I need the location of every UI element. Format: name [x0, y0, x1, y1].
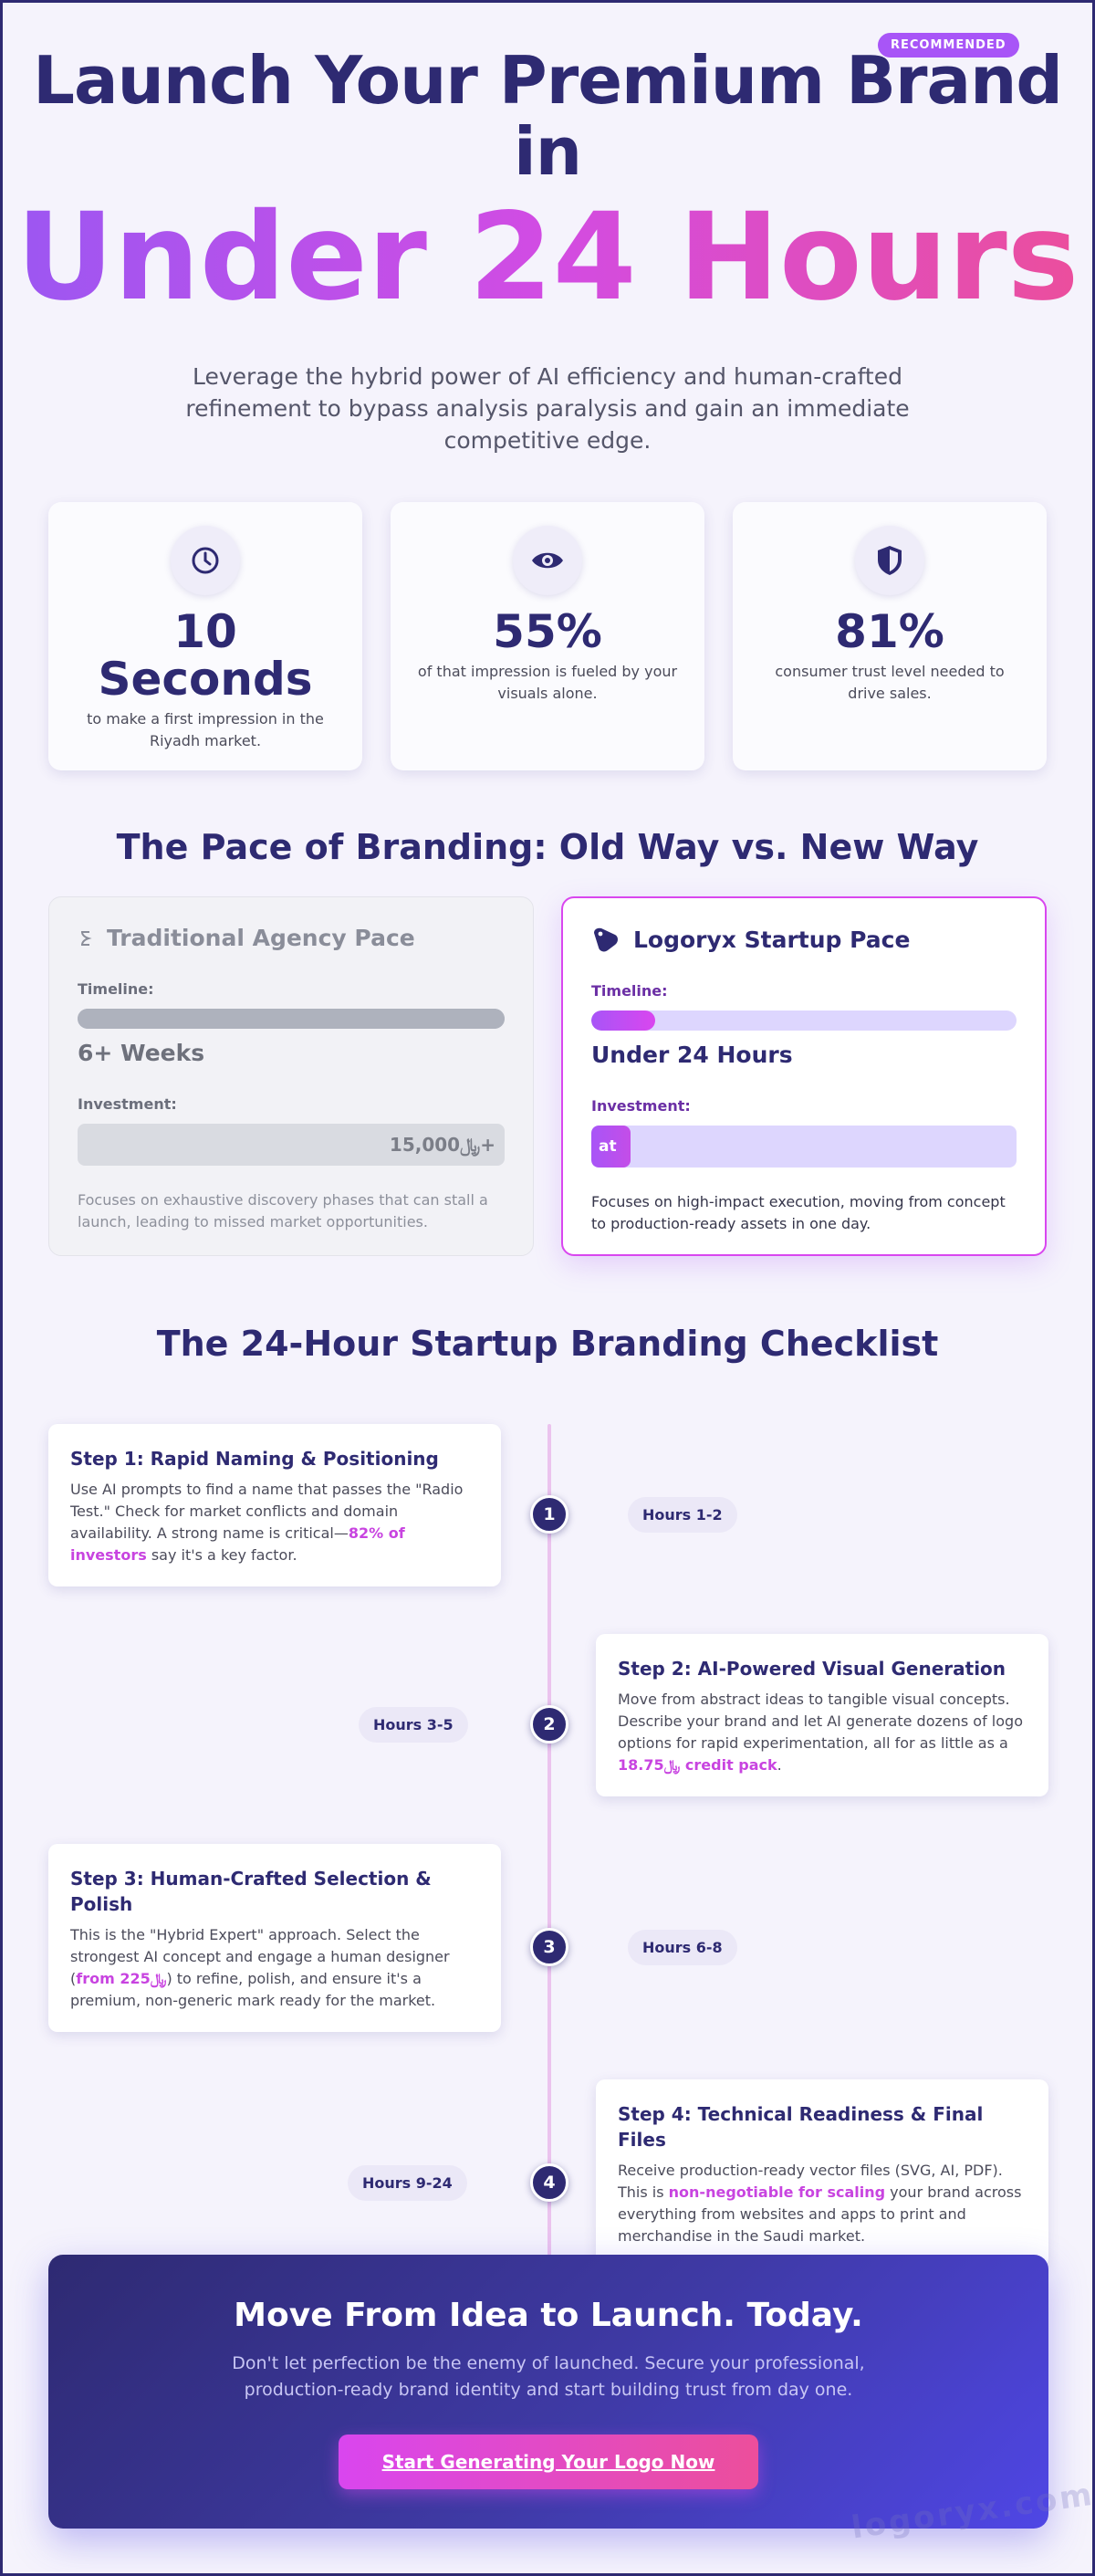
step-number-4: 4: [530, 2163, 568, 2202]
step-number-2: 2: [530, 1705, 568, 1744]
shield-icon: [855, 526, 924, 595]
step-text: Receive production-ready vector files (S…: [618, 2162, 1022, 2245]
step-hours-4: Hours 9-24: [348, 2165, 467, 2201]
traditional-pace-title: Traditional Agency Pace: [107, 925, 415, 951]
investment-bar-fill: [591, 1126, 631, 1168]
traditional-pace-note: Focuses on exhaustive discovery phases t…: [78, 1191, 488, 1230]
step-highlight: 18.75﷼ credit pack: [618, 1756, 777, 1774]
startup-pace-title: Logoryx Startup Pace: [633, 926, 911, 953]
timeline-bar-fill: [78, 1009, 505, 1029]
traditional-pace-header: Traditional Agency Pace: [78, 925, 505, 951]
startup-pace-card: Logoryx Startup Pace Timeline: Under 24 …: [561, 896, 1047, 1256]
stat-description: consumer trust level needed to drive sal…: [775, 663, 1005, 702]
eye-icon: [513, 526, 582, 595]
step-card-3: Step 3: Human-Crafted Selection & Polish…: [48, 1844, 501, 2032]
timeline-bar-fill: [591, 1011, 655, 1031]
step-text: Move from abstract ideas to tangible vis…: [618, 1691, 1023, 1774]
cta-text: Don't let perfection be the enemy of lau…: [232, 2353, 865, 2400]
stat-card-trust-level: 81% consumer trust level needed to drive…: [733, 502, 1047, 770]
clock-icon: [171, 526, 240, 595]
timeline-label: Timeline:: [591, 982, 668, 1000]
step-title: Step 4: Technical Readiness & Final File…: [618, 2103, 984, 2151]
recommended-badge: RECOMMENDED: [878, 33, 1019, 58]
timeline-bar: [591, 1011, 1017, 1031]
step-text: This is the "Hybrid Expert" approach. Se…: [70, 1926, 450, 2009]
step-card-1: Step 1: Rapid Naming & Positioning Use A…: [48, 1424, 501, 1586]
stat-value: 81%: [835, 605, 944, 658]
step-hours-2: Hours 3-5: [359, 1707, 468, 1743]
checklist-title: The 24-Hour Startup Branding Checklist: [156, 1324, 939, 1364]
traditional-pace-card: Traditional Agency Pace Timeline: 6+ Wee…: [48, 896, 534, 1256]
investment-bar: at: [591, 1126, 1017, 1168]
step-card-2: Step 2: AI-Powered Visual Generation Mov…: [596, 1634, 1048, 1796]
cta-banner: Move From Idea to Launch. Today. Don't l…: [48, 2255, 1048, 2529]
timeline-line: [548, 1424, 551, 2273]
investment-label: Investment:: [78, 1095, 177, 1113]
rocket-icon: [594, 927, 618, 952]
pace-section-title: The Pace of Branding: Old Way vs. New Wa…: [116, 827, 979, 867]
checklist-timeline: Step 1: Rapid Naming & Positioning Use A…: [3, 1386, 1092, 2317]
hero-title-line-2: in: [514, 113, 582, 190]
investment-value: 15,000﷼+: [389, 1134, 495, 1156]
startup-pace-note: Focuses on high-impact execution, moving…: [591, 1193, 1006, 1232]
step-number-1: 1: [530, 1495, 568, 1534]
step-highlight: non-negotiable for scaling: [668, 2183, 886, 2201]
hero-title-highlight: Under 24 Hours: [3, 189, 1092, 326]
pace-comparison: Traditional Agency Pace Timeline: 6+ Wee…: [48, 896, 1047, 1256]
timeline-bar: [78, 1009, 505, 1029]
investment-value: at: [599, 1137, 617, 1156]
stat-description: to make a first impression in the Riyadh…: [87, 710, 324, 749]
step-highlight: from 225﷼: [76, 1970, 167, 1987]
start-generating-button[interactable]: Start Generating Your Logo Now: [339, 2435, 758, 2489]
hourglass-icon: [81, 930, 92, 946]
hero-subtitle: Leverage the hybrid power of AI efficien…: [185, 363, 910, 454]
stat-description: of that impression is fueled by your vis…: [417, 663, 678, 702]
stat-value: 10 Seconds: [98, 605, 313, 706]
investment-label: Investment:: [591, 1097, 691, 1115]
step-hours-1: Hours 1-2: [628, 1497, 737, 1533]
timeline-value: 6+ Weeks: [78, 1040, 205, 1066]
step-card-4: Step 4: Technical Readiness & Final File…: [596, 2079, 1048, 2267]
stat-card-visual-share: 55% of that impression is fueled by your…: [391, 502, 704, 770]
stat-card-impression-time: 10 Seconds to make a first impression in…: [48, 502, 362, 770]
step-hours-3: Hours 6-8: [628, 1930, 737, 1965]
cta-title: Move From Idea to Launch. Today.: [234, 2297, 863, 2334]
step-title: Step 3: Human-Crafted Selection & Polish: [70, 1868, 432, 1915]
hero-section: RECOMMENDED Launch Your Premium Brand in…: [3, 3, 1092, 456]
timeline-label: Timeline:: [78, 980, 154, 998]
timeline-value: Under 24 Hours: [591, 1042, 793, 1068]
step-number-3: 3: [530, 1928, 568, 1966]
hero-title: Launch Your Premium Brand in Under 24 Ho…: [3, 45, 1092, 326]
step-text: Use AI prompts to find a name that passe…: [70, 1481, 464, 1564]
investment-bar: 15,000﷼+: [78, 1124, 505, 1166]
stats-row: 10 Seconds to make a first impression in…: [48, 502, 1047, 770]
step-title: Step 1: Rapid Naming & Positioning: [70, 1448, 439, 1470]
stat-value: 55%: [493, 605, 602, 658]
step-highlight: 82% of investors: [70, 1524, 405, 1564]
startup-pace-header: Logoryx Startup Pace: [591, 926, 1017, 953]
step-title: Step 2: AI-Powered Visual Generation: [618, 1658, 1006, 1680]
